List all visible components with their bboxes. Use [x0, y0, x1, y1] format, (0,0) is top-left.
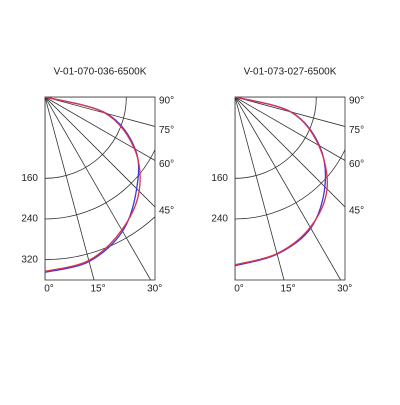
grid-spoke	[235, 97, 342, 280]
intensity-curve	[44, 96, 141, 272]
angle-tick-label: 90°	[159, 96, 174, 107]
grid-spoke	[45, 97, 95, 280]
angle-tick-label: 0°	[44, 284, 54, 295]
angle-tick-label: 0°	[234, 284, 244, 295]
angle-tick-label: 75°	[159, 125, 174, 136]
angle-tick-label: 30°	[147, 284, 162, 295]
angle-tick-label: 30°	[337, 284, 352, 295]
grid-spoke	[235, 97, 345, 208]
grid-arc	[45, 148, 155, 220]
grid-spoke	[45, 97, 155, 208]
chart-title: V-01-073-027-6500K	[244, 67, 337, 78]
grid-spoke	[45, 97, 152, 280]
intensity-curve	[44, 96, 140, 274]
grid-spoke	[235, 97, 285, 280]
angle-tick-label: 45°	[349, 206, 364, 217]
r-tick-label: 160	[21, 173, 38, 184]
angle-tick-label: 45°	[159, 206, 174, 217]
plot-frame	[234, 96, 346, 281]
r-tick-label: 240	[21, 214, 38, 225]
plot-frame	[44, 96, 156, 281]
chart-title: V-01-070-036-6500K	[54, 67, 147, 78]
grid-spoke	[45, 97, 155, 161]
angle-tick-label: 60°	[349, 159, 364, 170]
angle-tick-label: 60°	[159, 159, 174, 170]
angle-tick-label: 15°	[280, 284, 295, 295]
angle-tick-label: 90°	[349, 96, 364, 107]
angle-tick-label: 75°	[349, 125, 364, 136]
intensity-curve	[234, 96, 327, 267]
r-tick-label: 240	[211, 214, 228, 225]
plot-area	[45, 97, 155, 280]
intensity-curve	[234, 96, 328, 266]
r-tick-label: 160	[211, 173, 228, 184]
angle-tick-label: 15°	[90, 284, 105, 295]
grid-spoke	[235, 97, 345, 161]
grid-spoke	[45, 97, 155, 127]
r-tick-label: 320	[21, 254, 38, 265]
